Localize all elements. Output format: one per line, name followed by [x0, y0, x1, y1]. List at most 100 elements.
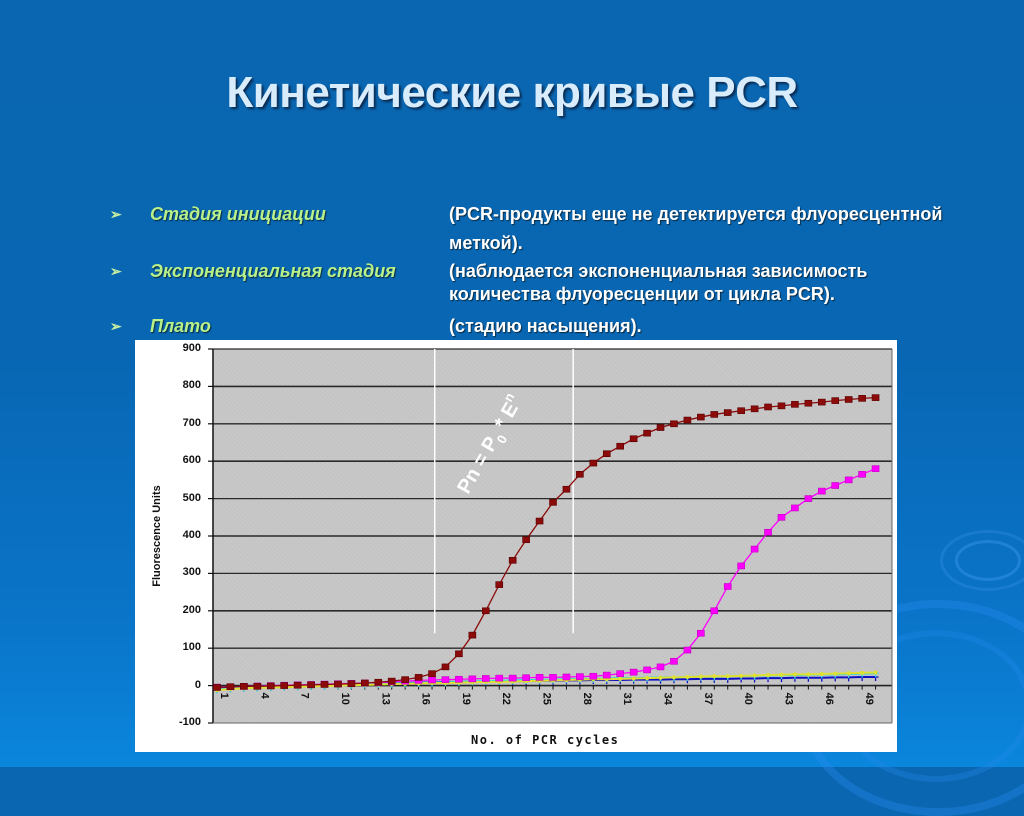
data-point	[697, 629, 705, 637]
data-point	[737, 562, 745, 570]
data-point	[831, 397, 840, 404]
data-point	[766, 673, 771, 678]
data-point	[293, 681, 302, 689]
data-point	[723, 583, 732, 590]
data-point	[698, 674, 703, 679]
data-point	[804, 495, 813, 502]
data-point	[213, 684, 221, 691]
data-point	[752, 673, 757, 678]
data-point	[819, 672, 824, 677]
arrow-bullet-icon: ➢	[110, 318, 122, 334]
data-point	[481, 675, 490, 682]
y-tick-label: 500	[182, 491, 201, 504]
data-point	[602, 671, 611, 679]
data-point	[576, 470, 584, 478]
data-point	[401, 676, 409, 683]
data-point	[710, 411, 719, 418]
x-tick-label: 31	[621, 693, 633, 705]
data-point	[589, 672, 598, 680]
bullet-description: (наблюдается экспоненциальная зависимост…	[449, 261, 868, 281]
data-point	[240, 683, 248, 690]
data-point	[643, 429, 651, 437]
data-point	[804, 399, 813, 407]
data-point	[710, 607, 719, 615]
x-tick-label: 22	[500, 693, 512, 705]
data-point	[414, 674, 423, 681]
data-point	[428, 670, 436, 677]
slide-title: Кинетические кривые PCR	[226, 68, 798, 117]
y-tick-label: 800	[182, 379, 201, 392]
data-point	[320, 681, 329, 688]
x-tick-label: 4	[258, 693, 270, 700]
data-point	[844, 476, 853, 484]
data-point	[616, 670, 625, 677]
data-point	[508, 557, 517, 564]
data-point	[750, 545, 759, 553]
x-tick-label: 28	[581, 693, 593, 705]
data-point	[468, 675, 477, 683]
data-point	[535, 674, 544, 681]
data-point	[549, 674, 557, 681]
data-point	[631, 676, 636, 681]
data-point	[712, 674, 717, 679]
data-point	[872, 676, 879, 681]
data-point	[253, 683, 262, 690]
data-point	[670, 420, 678, 428]
data-point	[266, 682, 275, 690]
data-point	[455, 675, 463, 683]
x-tick-label: 34	[662, 693, 674, 706]
data-point	[791, 401, 799, 408]
formula-annotation: Pn = P0 * En	[453, 390, 523, 498]
data-point	[562, 673, 571, 681]
data-point	[831, 482, 840, 489]
ripple-decoration	[940, 530, 1024, 591]
x-tick-label: 46	[823, 693, 835, 705]
x-tick-label: 40	[742, 693, 754, 705]
data-point	[697, 413, 705, 421]
y-tick-label: 900	[182, 342, 201, 354]
data-point	[374, 678, 383, 686]
x-tick-label: 25	[541, 693, 553, 705]
data-point	[846, 671, 851, 676]
data-point	[428, 676, 436, 684]
y-tick-label: 400	[182, 529, 201, 541]
data-point	[508, 674, 517, 682]
arrow-bullet-icon: ➢	[110, 206, 122, 222]
data-point	[873, 670, 878, 675]
pcr-chart: Fluorescence Units 900 800 700 600 500 400 300…	[135, 340, 897, 752]
bullet-description: (PCR-продукты еще не детектируется флуор…	[449, 204, 943, 224]
series-sample-a-early-ct-	[213, 394, 880, 691]
data-point	[833, 671, 838, 676]
x-tick-label: 16	[420, 693, 432, 705]
bullet-label: Экспоненциальная стадия	[150, 261, 396, 281]
arrow-bullet-icon: ➢	[110, 263, 122, 279]
data-point	[602, 450, 611, 458]
data-point	[334, 680, 342, 688]
x-tick-label: 49	[863, 693, 875, 705]
data-point	[589, 459, 598, 467]
x-tick-label: 13	[379, 693, 391, 705]
y-tick-label: 300	[182, 566, 201, 579]
data-point	[683, 646, 692, 654]
data-point	[307, 681, 315, 689]
data-point	[226, 683, 235, 691]
chart-canvas: 1 4 7 10 13 16 19 22 25 28 31 34 37 40 43 46 49 Pn = P0 *…	[208, 348, 893, 724]
data-point	[618, 676, 623, 681]
data-point	[723, 409, 732, 416]
data-point	[280, 682, 288, 689]
data-point	[779, 672, 784, 677]
data-point	[576, 673, 584, 680]
data-point	[671, 675, 676, 680]
data-point	[858, 470, 866, 478]
bullet-description: количества флуоресценции от цикла PCR).	[449, 284, 835, 304]
data-point	[441, 663, 450, 671]
data-point	[685, 674, 690, 679]
data-point	[764, 528, 772, 536]
x-tick-label: 37	[702, 693, 714, 705]
data-point	[683, 416, 692, 424]
data-point	[535, 517, 544, 525]
x-axis-label: No. of PCR cycles	[471, 733, 620, 747]
data-point	[616, 442, 625, 450]
x-tick-label: 43	[782, 693, 794, 705]
bullet-label: Плато	[150, 316, 211, 336]
